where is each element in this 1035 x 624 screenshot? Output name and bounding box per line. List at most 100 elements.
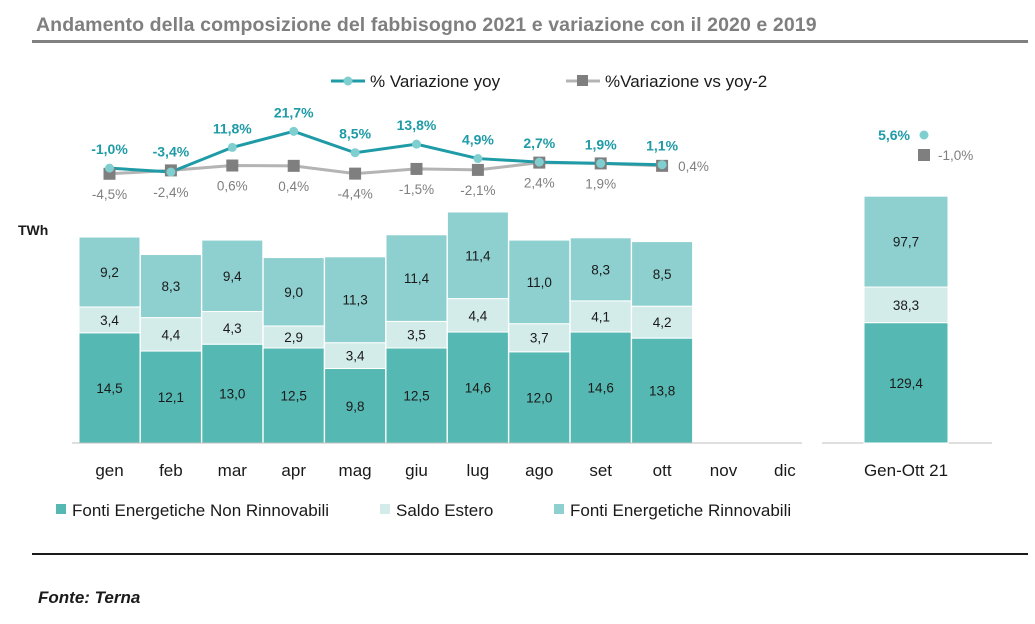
category-label: ago	[525, 461, 553, 480]
bar-segment-saldo	[569, 300, 632, 333]
category-label: ott	[653, 461, 672, 480]
category-label: apr	[281, 461, 306, 480]
yoy-value-label: 4,9%	[462, 132, 494, 148]
bar-segment-rinnovabili	[569, 237, 632, 302]
bar-value-label: 9,0	[284, 285, 303, 300]
bar-value-label: 12,0	[526, 390, 552, 405]
yoy2-value-label: -4,5%	[92, 187, 127, 202]
bar-value-label: 14,5	[96, 381, 122, 396]
bar-segment-saldo	[385, 320, 448, 349]
bar-value-label: 3,4	[100, 313, 119, 328]
bottom-rule	[32, 553, 1028, 555]
bar-segment-rinnovabili	[446, 211, 509, 300]
legend-yoy-label: % Variazione yoy	[370, 72, 501, 91]
yoy2-value-label: -1,5%	[399, 182, 434, 197]
bar-value-label: 9,4	[223, 269, 242, 284]
yoy2-value-label: 0,4%	[278, 179, 309, 194]
total-category-label: Gen-Ott 21	[864, 461, 948, 480]
legend-rinnovabili-swatch	[554, 504, 564, 514]
bar-value-label: 11,3	[342, 293, 367, 308]
legend-yoy2-marker	[577, 75, 588, 86]
bar-value-label: 13,0	[219, 387, 245, 402]
bar-value-label: 12,5	[281, 389, 307, 404]
bar-value-label: 3,7	[530, 331, 549, 346]
line-series-group: -1,0% -3,4% 11,8% 21,7% 8,5% 13,8% 4,9% 2,7% 1,9…	[91, 104, 709, 201]
bar-value-label: 4,4	[469, 308, 488, 323]
unit-label: TWh	[18, 222, 48, 238]
yoy-marker	[166, 167, 176, 177]
yoy-value-label: -3,4%	[153, 143, 190, 159]
total-yoy2-label: -1,0%	[938, 148, 973, 163]
total-yoy-marker	[919, 130, 929, 140]
bar-segment-nonrinnovabili	[569, 331, 632, 444]
yoy-value-label: 13,8%	[397, 117, 437, 133]
bar-segment-rinnovabili	[385, 234, 448, 322]
bar-segment-rinnovabili	[139, 254, 202, 319]
bar-segment-rinnovabili	[201, 239, 264, 313]
yoy-marker	[473, 154, 483, 164]
yoy-value-label: 2,7%	[523, 135, 555, 151]
yoy-marker	[534, 157, 544, 167]
yoy2-value-label: -2,4%	[153, 185, 188, 200]
yoy2-marker	[471, 163, 484, 176]
yoy2-marker	[226, 159, 239, 172]
yoy-value-label: 11,8%	[213, 120, 252, 136]
yoy2-value-label: -2,1%	[460, 183, 495, 198]
source-note: Fonte: Terna	[38, 588, 141, 607]
category-label: nov	[710, 461, 738, 480]
line-yoy	[109, 129, 663, 174]
bar-value-label: 9,8	[346, 399, 365, 414]
yoy-marker	[105, 163, 114, 173]
bar-value-label: 2,9	[284, 330, 303, 345]
bar-value-label: 3,5	[407, 328, 426, 343]
legend-nonrinnovabili-label: Fonti Energetiche Non Rinnovabili	[72, 501, 329, 520]
bar-value-label: 11,0	[527, 275, 552, 290]
category-labels: gen feb mar apr mag giu lug ago set ott nov dic	[95, 461, 796, 480]
bar-segment-nonrinnovabili	[139, 350, 202, 444]
bar-value-label: 3,4	[346, 349, 365, 364]
bar-value-label: 4,2	[653, 315, 672, 330]
yoy-marker	[596, 158, 606, 168]
yoy-marker	[412, 139, 421, 149]
yoy-marker	[227, 142, 237, 152]
yoy-value-label: -1,0%	[91, 141, 128, 157]
bar-segment-nonrinnovabili	[508, 351, 571, 444]
yoy-marker	[289, 126, 299, 136]
legend-rinnovabili-label: Fonti Energetiche Rinnovabili	[570, 501, 791, 520]
legend-nonrinnovabili-swatch	[56, 504, 66, 514]
yoy2-value-label: -4,4%	[337, 187, 372, 202]
yoy2-marker	[410, 162, 423, 175]
yoy-value-label: 8,5%	[339, 126, 371, 142]
bar-segment-saldo	[631, 305, 694, 339]
yoy2-marker	[287, 159, 300, 172]
total-bar-value-label: 97,7	[893, 235, 919, 250]
category-label: giu	[405, 461, 428, 480]
bar-segment-rinnovabili	[508, 239, 571, 325]
legend-yoy-marker	[343, 76, 353, 86]
bar-value-label: 11,4	[404, 271, 430, 286]
bar-segment-rinnovabili	[78, 236, 141, 308]
bar-segment-nonrinnovabili	[324, 368, 387, 444]
legend-yoy2-label: %Variazione vs yoy-2	[605, 72, 767, 91]
bar-segment-rinnovabili	[631, 241, 694, 307]
total-yoy-label: 5,6%	[878, 127, 910, 143]
total-bar-segment-rinnovabili	[863, 195, 949, 288]
chart-title: Andamento della composizione del fabbiso…	[36, 14, 817, 36]
yoy-marker	[657, 160, 667, 170]
bar-value-label: 13,8	[649, 384, 675, 399]
total-yoy2-marker	[918, 149, 930, 161]
yoy-value-label: 21,7%	[274, 104, 314, 120]
category-label: mag	[339, 461, 372, 480]
yoy2-marker	[349, 167, 362, 180]
bar-value-label: 4,3	[223, 321, 242, 336]
bar-segment-saldo	[324, 342, 387, 370]
bar-value-label: 12,5	[403, 389, 429, 404]
yoy-marker	[350, 148, 360, 158]
yoy-value-label: 1,9%	[585, 136, 617, 152]
bar-value-label: 14,6	[588, 381, 614, 396]
bar-value-label: 4,4	[162, 327, 181, 342]
yoy2-value-label: 2,4%	[524, 176, 555, 191]
bar-legend: Fonti Energetiche Non Rinnovabili Saldo …	[56, 501, 791, 520]
bar-value-label: 12,1	[158, 390, 184, 405]
line-legend: % Variazione yoy %Variazione vs yoy-2	[331, 72, 767, 91]
